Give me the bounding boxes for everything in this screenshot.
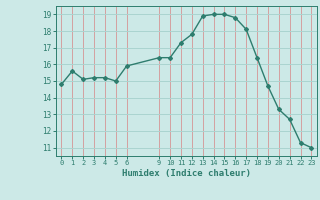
X-axis label: Humidex (Indice chaleur): Humidex (Indice chaleur) — [122, 169, 251, 178]
